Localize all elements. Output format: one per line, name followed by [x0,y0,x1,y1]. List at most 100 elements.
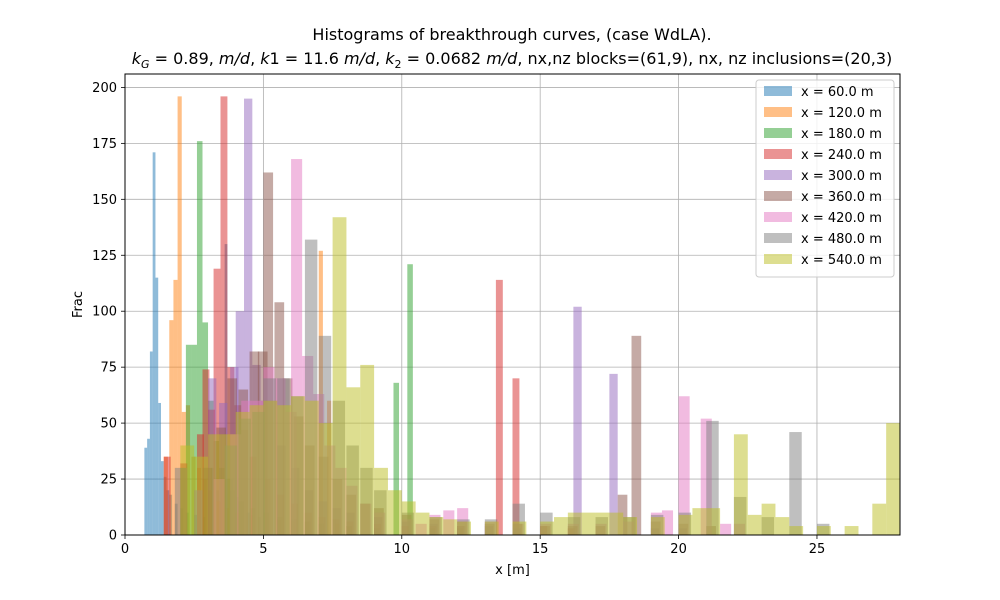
histogram-bar [775,517,790,535]
histogram-bar [304,400,319,535]
x-tick-label: 10 [394,542,411,557]
x-axis-ticks: 0 5 10 15 20 25 [121,535,825,557]
histogram-bar [213,268,221,535]
histogram-bar [631,335,642,535]
legend-item: x = 420.0 m [764,211,882,226]
y-tick-label: 25 [100,473,117,488]
subtitle-kG-value: = 0.89, [150,49,219,68]
y-tick-label: 175 [92,137,117,152]
histogram-bar [401,501,416,535]
legend-label: x = 360.0 m [801,190,882,205]
subtitle-k1-value: 1 = 11.6 [270,49,344,68]
histogram-bar [185,344,192,535]
histogram-bar [173,279,178,535]
legend-label: x = 60.0 m [801,85,874,100]
histogram-bar [595,512,610,535]
subtitle-kG-subscript: G [141,58,150,71]
histogram-bar [144,447,148,535]
legend-item: x = 180.0 m [764,127,882,142]
histogram-bar [706,508,721,535]
legend-swatch [764,107,792,117]
histogram-bar [495,279,503,535]
chart-title-group: Histograms of breakthrough curves, (case… [132,25,893,71]
histogram-bar [761,503,776,535]
subtitle-tail: , nx,nz blocks=(61,9), nx, nz inclusions… [517,49,892,68]
histogram-bar [332,217,347,535]
histogram-bar [263,400,278,535]
legend-label: x = 300.0 m [801,169,882,184]
histogram-bar [844,526,859,535]
legend-swatch [764,254,792,264]
legend-item: x = 480.0 m [764,232,882,247]
histogram-bar [512,378,520,535]
histogram-bar [149,351,153,535]
histogram-bar [194,456,209,535]
histogram-bar [816,526,831,535]
histogram-bar [160,461,164,535]
histogram-bar [152,152,156,535]
y-tick-label: 100 [92,305,117,320]
histogram-bar [220,96,228,536]
legend-item: x = 240.0 m [764,148,882,163]
histogram-bar [393,382,400,535]
x-tick-label: 0 [121,542,129,557]
histogram-bar [540,521,555,535]
histogram-bar [789,526,804,535]
histogram-bar [158,402,161,535]
subtitle-sep-1: , [250,49,260,68]
histogram-bar [221,434,236,535]
histogram-bar [609,373,618,535]
histogram-bar [407,264,413,535]
histogram-bar [567,512,582,535]
histogram-bar [387,490,402,535]
histogram-bar [277,405,292,535]
histogram-bar [650,517,665,535]
legend: x = 60.0 m x = 120.0 m x = 180.0 m x = 240.… [755,79,895,278]
histogram-bar [191,344,197,535]
legend-label: x = 420.0 m [801,211,882,226]
histogram-bar [415,512,430,535]
y-tick-label: 125 [92,249,117,264]
legend-swatch [764,86,792,96]
histogram-bar [747,514,762,535]
series-9-bars [180,217,900,535]
subtitle-unit-1: m/d [219,49,251,68]
axes-frame [124,73,901,536]
y-tick-label: 50 [100,417,117,432]
histogram-bar [202,369,210,535]
histogram-bar [249,405,264,535]
legend-label: x = 240.0 m [801,148,882,163]
histogram-bar [244,98,253,535]
legend-item: x = 360.0 m [764,190,882,205]
histogram-bar [661,510,674,535]
histogram-bar [581,512,596,535]
histogram-bar [872,503,887,535]
legend-item: x = 540.0 m [764,253,882,268]
histogram-bar [886,423,900,535]
subtitle-k1-symbol: k [260,49,270,68]
legend-swatch [764,170,792,180]
histogram-bar [706,420,719,535]
histogram-bar [484,521,499,535]
subtitle-sep-2: , [375,49,385,68]
histogram-bar [429,517,444,535]
y-tick-label: 0 [109,529,117,544]
subtitle-kG-symbol: k [132,49,142,68]
subtitle-unit-3: m/d [486,49,518,68]
histogram-bar [678,514,693,535]
histogram-bar [169,320,174,535]
legend-item: x = 60.0 m [764,85,874,100]
y-tick-label: 150 [92,193,117,208]
legend-label: x = 540.0 m [801,253,882,268]
legend-swatch [764,212,792,222]
chart-subtitle: kG = 0.89, m/d, k1 = 11.6 m/d, k2 = 0.06… [132,49,893,71]
histogram-bar [291,159,303,536]
histogram-bar [147,438,150,535]
histogram-bar [235,411,250,535]
histogram-bar [374,467,388,535]
legend-swatch [764,128,792,138]
histogram-bar [291,396,305,535]
x-axis-label: x [m] [495,563,530,578]
subtitle-k2-subscript: 2 [395,58,402,71]
